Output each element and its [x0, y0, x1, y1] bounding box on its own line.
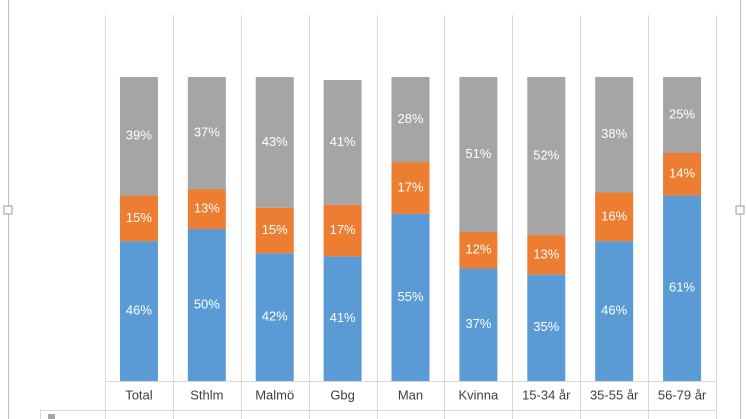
legend-key [48, 414, 55, 419]
bar-segment [119, 241, 158, 381]
data-label: 39% [126, 128, 152, 143]
bar-segment [391, 77, 430, 163]
bar-segment [459, 268, 498, 381]
x-tick-label: Man [398, 387, 423, 402]
bar-segment [323, 204, 362, 257]
bar-segment [323, 256, 362, 381]
bar-segment [459, 232, 498, 269]
data-label: 61% [669, 280, 695, 295]
x-tick-label: 15-34 år [522, 387, 571, 402]
data-label: 28% [397, 111, 423, 126]
x-tick-label: Gbg [330, 387, 355, 402]
bar-segment [187, 189, 226, 229]
data-label: 37% [194, 125, 220, 140]
data-label: 16% [601, 208, 627, 223]
bar-segment [527, 77, 566, 236]
bar-segment [595, 241, 634, 381]
data-label: 46% [601, 303, 627, 318]
data-label: 42% [262, 309, 288, 324]
bar-segment [187, 77, 226, 190]
bar-segment [255, 77, 294, 208]
bar-segment [391, 162, 430, 214]
data-label: 13% [194, 201, 220, 216]
data-label: 41% [330, 310, 356, 325]
x-tick-label: Kvinna [459, 387, 500, 402]
bar-segment [323, 80, 362, 205]
bar-segment [663, 77, 702, 153]
data-label: 50% [194, 296, 220, 311]
x-tick-label: Sthlm [190, 387, 223, 402]
resize-handle[interactable] [735, 205, 745, 215]
data-label: 46% [126, 303, 152, 318]
data-label: 25% [669, 106, 695, 121]
bar-segment [459, 77, 498, 233]
bar-segment [255, 207, 294, 254]
data-label: 52% [533, 147, 559, 162]
bar-segment [595, 77, 634, 193]
data-label: 35% [533, 319, 559, 334]
bar-segment [663, 153, 702, 196]
data-label: 14% [669, 166, 695, 181]
data-label: 12% [465, 242, 491, 257]
data-label: 41% [330, 134, 356, 149]
data-label: 15% [262, 222, 288, 237]
data-label: 37% [465, 316, 491, 331]
data-label: 17% [397, 179, 423, 194]
data-label: 38% [601, 126, 627, 141]
x-tick-label: 35-55 år [590, 387, 639, 402]
bar-segment [255, 253, 294, 381]
data-label: 51% [465, 146, 491, 161]
x-tick-label: 56-79 år [658, 387, 707, 402]
bar-segment [119, 195, 158, 242]
bar-segment [527, 274, 566, 381]
bar-segment [595, 192, 634, 242]
bar-segment [187, 229, 226, 381]
bar-segment [663, 195, 702, 381]
bar-segment [527, 235, 566, 275]
data-label: 15% [126, 210, 152, 225]
data-label: 43% [262, 134, 288, 149]
data-label: 17% [330, 222, 356, 237]
x-tick-label: Malmö [255, 387, 294, 402]
bar-segment [119, 77, 158, 196]
bar-segment [391, 213, 430, 381]
data-label: 55% [397, 289, 423, 304]
resize-handle[interactable] [3, 205, 13, 215]
data-label: 13% [533, 246, 559, 261]
x-tick-label: Total [125, 387, 153, 402]
